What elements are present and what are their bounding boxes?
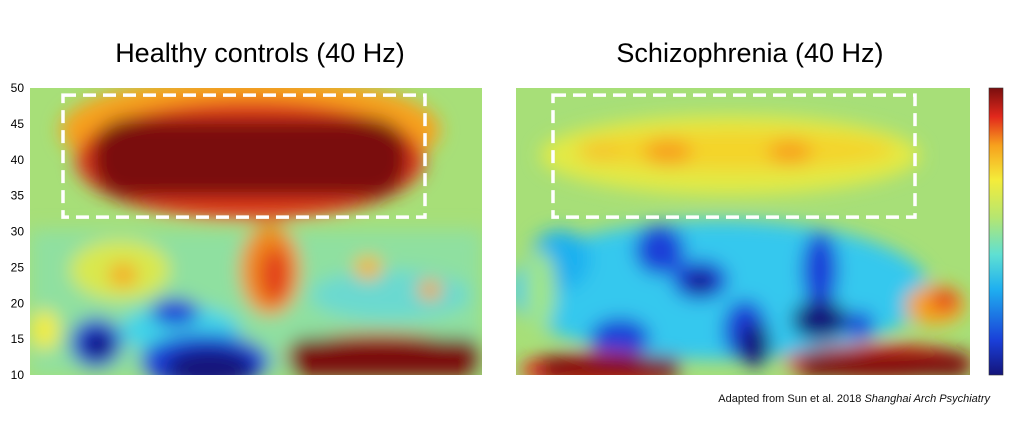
y-tick-label: 50 [11,81,25,95]
schizophrenia-40hz-highlight-box [551,93,917,219]
credit-journal: Shanghai Arch Psychiatry [864,393,990,405]
healthy-panel-title: Healthy controls (40 Hz) [115,38,405,68]
healthy-40hz-highlight-box [61,93,427,219]
schizophrenia-heatmap [516,88,970,375]
y-tick-label: 30 [11,225,25,239]
credit-text: Adapted from Sun et al. 2018 [718,393,865,405]
y-tick-label: 45 [11,117,25,131]
schizophrenia-panel-title: Schizophrenia (40 Hz) [616,38,884,68]
y-tick-label: 40 [11,153,25,167]
healthy-heatmap [30,88,482,375]
y-tick-label: 20 [11,296,25,310]
y-axis-ticks: 10 15 20 25 30 35 40 45 50 [11,81,25,382]
source-credit: Adapted from Sun et al. 2018 Shanghai Ar… [600,393,990,405]
y-tick-label: 25 [11,260,25,274]
y-tick-label: 10 [11,368,25,382]
y-tick-label: 15 [11,332,25,346]
colorbar [988,87,1004,376]
y-tick-label: 35 [11,189,25,203]
